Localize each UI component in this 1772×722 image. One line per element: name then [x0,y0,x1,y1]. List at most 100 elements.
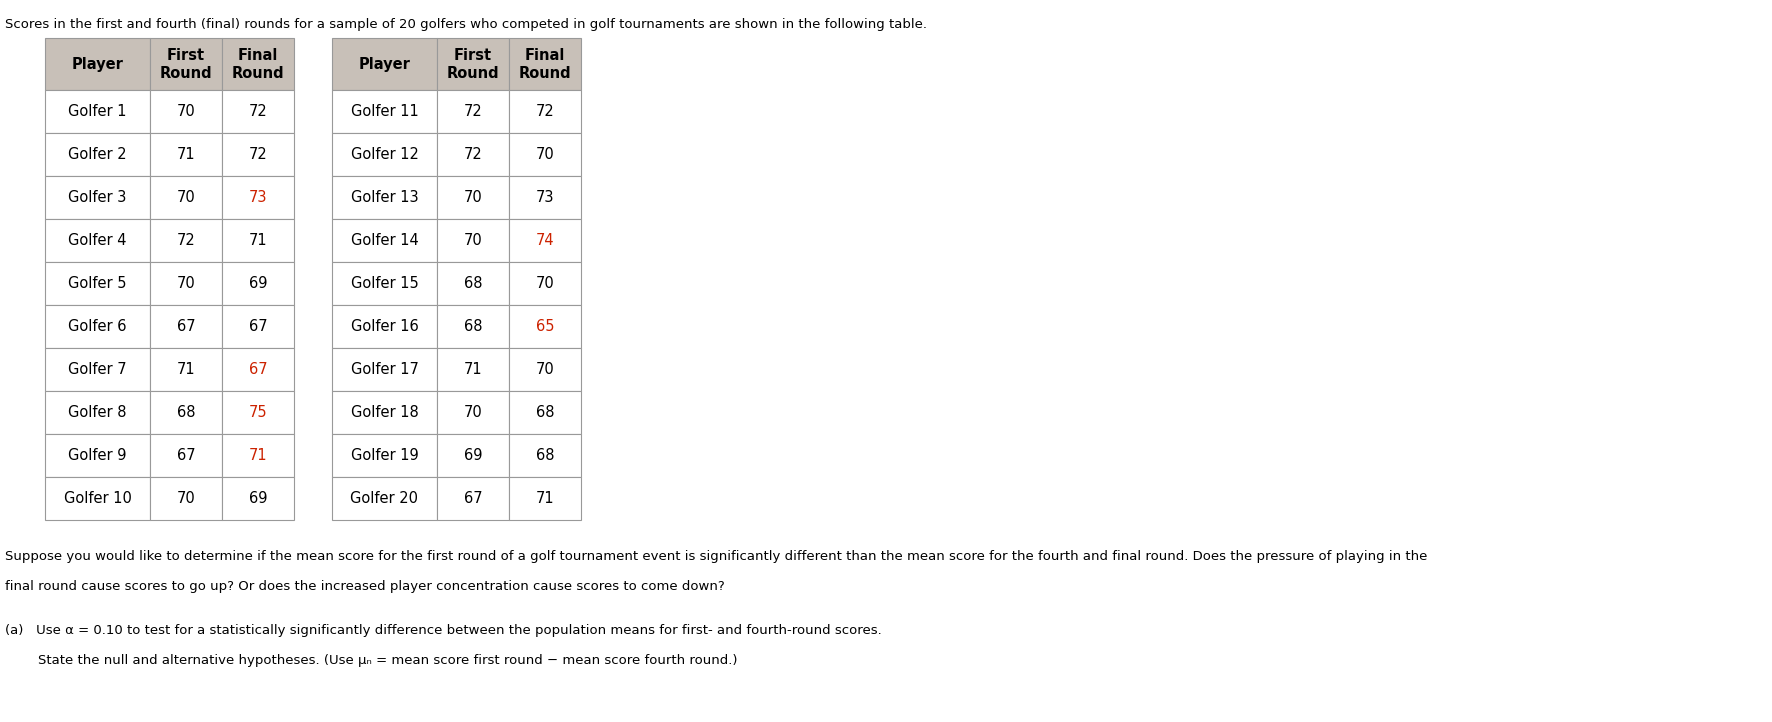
Bar [44,133,151,176]
Bar [151,305,222,348]
Text: 72: 72 [464,147,482,162]
Text: Golfer 12: Golfer 12 [351,147,418,162]
Text: 75: 75 [248,405,268,420]
Text: Golfer 10: Golfer 10 [64,491,131,506]
Text: Golfer 1: Golfer 1 [69,104,128,119]
Text: 70: 70 [464,405,482,420]
Text: 73: 73 [535,190,555,205]
Text: Golfer 19: Golfer 19 [351,448,418,463]
Text: 67: 67 [464,491,482,506]
Bar [509,477,581,520]
Text: 71: 71 [177,362,195,377]
Bar [222,305,294,348]
Bar [331,348,438,391]
Bar [151,176,222,219]
Text: Golfer 20: Golfer 20 [351,491,418,506]
Text: Player: Player [71,56,124,71]
Bar [438,176,509,219]
Bar [331,90,438,133]
Bar [509,305,581,348]
Text: 67: 67 [248,362,268,377]
Bar [151,434,222,477]
Text: Golfer 14: Golfer 14 [351,233,418,248]
Bar [151,348,222,391]
Bar [222,38,294,90]
Text: 72: 72 [464,104,482,119]
Text: 72: 72 [248,147,268,162]
Text: 67: 67 [177,448,195,463]
Text: 70: 70 [535,362,555,377]
Text: Golfer 7: Golfer 7 [67,362,128,377]
Text: 73: 73 [248,190,268,205]
Bar [331,305,438,348]
Bar [222,90,294,133]
Text: 71: 71 [464,362,482,377]
Bar [509,219,581,262]
Bar [438,348,509,391]
Text: 68: 68 [177,405,195,420]
Bar [509,434,581,477]
Bar [44,90,151,133]
Text: 74: 74 [535,233,555,248]
Bar [222,219,294,262]
Text: (a)   Use α = 0.10 to test for a statistically significantly difference between : (a) Use α = 0.10 to test for a statistic… [5,624,882,637]
Text: Golfer 8: Golfer 8 [69,405,128,420]
Bar [44,434,151,477]
Text: Golfer 3: Golfer 3 [69,190,126,205]
Bar [509,176,581,219]
Text: 70: 70 [535,147,555,162]
Bar [509,348,581,391]
Bar [331,262,438,305]
Text: 72: 72 [535,104,555,119]
Text: 70: 70 [464,233,482,248]
Bar [331,133,438,176]
Text: 70: 70 [177,276,195,291]
Text: Player: Player [358,56,411,71]
Text: Golfer 15: Golfer 15 [351,276,418,291]
Bar [151,38,222,90]
Bar [222,348,294,391]
Bar [151,90,222,133]
Text: 65: 65 [535,319,555,334]
Bar [44,219,151,262]
Bar [438,391,509,434]
Text: Final
Round: Final Round [232,48,284,80]
Bar [438,477,509,520]
Bar [44,38,151,90]
Bar [331,38,438,90]
Text: 69: 69 [248,491,268,506]
Text: 70: 70 [177,104,195,119]
Text: final round cause scores to go up? Or does the increased player concentration ca: final round cause scores to go up? Or do… [5,580,725,593]
Bar [151,391,222,434]
Text: 69: 69 [248,276,268,291]
Bar [509,38,581,90]
Bar [151,262,222,305]
Bar [44,477,151,520]
Text: 68: 68 [535,405,555,420]
Bar [438,133,509,176]
Text: 71: 71 [535,491,555,506]
Text: 72: 72 [177,233,195,248]
Bar [331,219,438,262]
Text: 67: 67 [177,319,195,334]
Bar [44,305,151,348]
Text: Golfer 6: Golfer 6 [69,319,128,334]
Bar [438,219,509,262]
Bar [44,348,151,391]
Bar [44,391,151,434]
Bar [222,262,294,305]
Text: 71: 71 [177,147,195,162]
Bar [438,434,509,477]
Text: 70: 70 [535,276,555,291]
Bar [331,391,438,434]
Text: 68: 68 [464,319,482,334]
Bar [331,434,438,477]
Text: 68: 68 [464,276,482,291]
Bar [438,38,509,90]
Text: 69: 69 [464,448,482,463]
Bar [438,305,509,348]
Bar [331,176,438,219]
Text: 68: 68 [535,448,555,463]
Bar [509,391,581,434]
Text: 70: 70 [177,190,195,205]
